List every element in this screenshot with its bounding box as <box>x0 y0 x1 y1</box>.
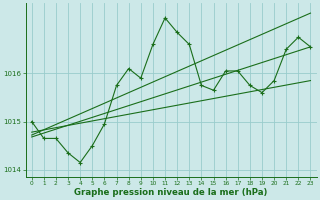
X-axis label: Graphe pression niveau de la mer (hPa): Graphe pression niveau de la mer (hPa) <box>74 188 268 197</box>
